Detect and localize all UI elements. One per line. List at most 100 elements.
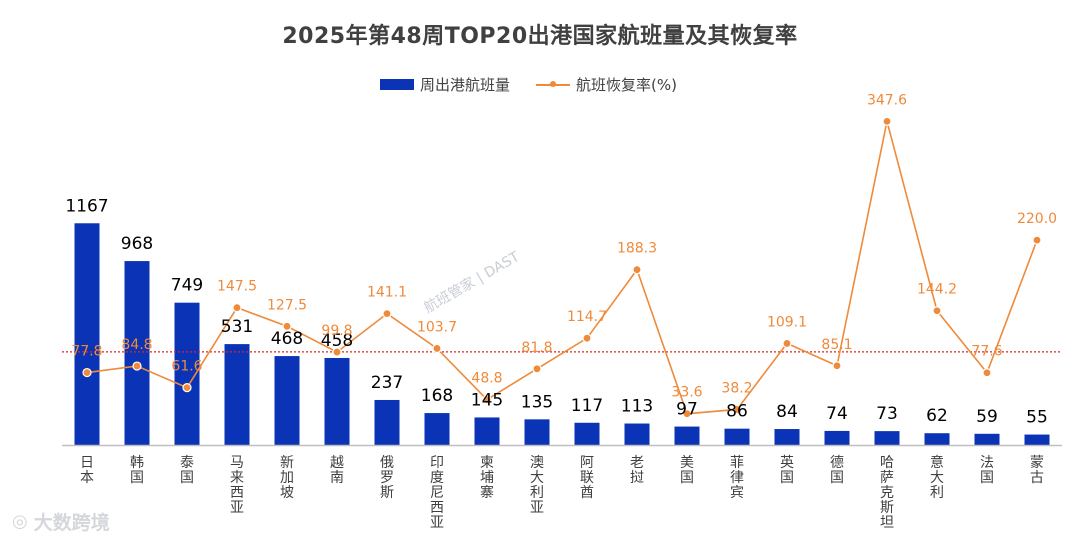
- bar-value-label-5: 468: [271, 329, 303, 349]
- rate-value-label-13: 33.6: [671, 385, 702, 401]
- bar-value-label-14: 86: [726, 402, 748, 422]
- rate-value-label-8: 103.7: [417, 319, 457, 335]
- rate-point-1: [82, 367, 92, 378]
- category-label-18: 意大利: [930, 454, 944, 501]
- rate-point-18: [932, 306, 942, 316]
- legend-item-bar: 周出港航班量: [380, 74, 510, 95]
- rate-value-label-2: 84.8: [121, 337, 152, 353]
- bar-6: [324, 357, 350, 445]
- chart-title: 2025年第48周TOP20出港国家航班量及其恢复率: [282, 24, 798, 49]
- bar-value-label-9: 145: [471, 390, 503, 410]
- rate-value-label-3: 61.6: [171, 359, 202, 375]
- bar-9: [474, 417, 500, 445]
- category-label-14: 菲律宾: [730, 455, 744, 501]
- category-label-9: 柬埔寨: [480, 455, 494, 501]
- category-label-8: 印度尼西亚: [430, 455, 444, 531]
- bar-value-label-20: 55: [1026, 408, 1048, 428]
- category-label-2: 韩国: [130, 455, 144, 486]
- brand-logo-icon: ◎: [12, 511, 28, 532]
- bar-10: [524, 419, 550, 445]
- bar-value-label-7: 237: [371, 373, 403, 393]
- category-label-15: 英国: [780, 454, 794, 486]
- bar-2: [124, 261, 150, 445]
- rate-point-15: [782, 338, 792, 349]
- rate-value-label-6: 99.8: [321, 323, 352, 339]
- bar-value-label-13: 97: [676, 400, 698, 420]
- category-label-20: 蒙古: [1030, 455, 1044, 486]
- bar-15: [774, 429, 800, 445]
- rate-value-label-14: 38.2: [721, 380, 752, 396]
- bar-17: [874, 431, 900, 445]
- bar-value-label-8: 168: [421, 386, 453, 406]
- rate-value-label-7: 141.1: [367, 285, 407, 301]
- legend: 周出港航班量 航班恢复率(%): [380, 73, 677, 95]
- bar-value-label-15: 84: [776, 402, 798, 422]
- bar-12: [624, 423, 650, 445]
- rate-value-label-5: 127.5: [267, 297, 307, 313]
- bar-value-label-6: 458: [321, 331, 353, 351]
- rate-point-3: [182, 383, 192, 393]
- rate-line: [86, 121, 1038, 415]
- legend-line-label: 航班恢复率(%): [576, 75, 677, 94]
- rate-value-label-18: 144.2: [917, 282, 957, 298]
- legend-bar-swatch: [380, 78, 414, 90]
- category-label-6: 越南: [330, 455, 344, 486]
- bar-value-label-17: 73: [876, 404, 898, 424]
- category-label-1: 日本: [80, 455, 94, 486]
- rate-point-4: [232, 303, 242, 313]
- category-label-13: 美国: [680, 455, 694, 486]
- bar-16: [824, 430, 850, 445]
- bar-13: [674, 426, 700, 445]
- bar-value-label-10: 135: [521, 392, 553, 412]
- watermark-logo: ◎ 大数跨境: [12, 508, 110, 535]
- category-label-5: 新加坡: [280, 455, 294, 501]
- bar-8: [424, 413, 450, 445]
- rate-point-2: [132, 361, 142, 371]
- category-label-12: 老挝: [630, 455, 644, 486]
- rate-value-label-17: 347.6: [867, 92, 907, 108]
- rate-point-8: [432, 343, 442, 354]
- category-label-17: 哈萨克斯坦: [880, 455, 894, 531]
- category-label-16: 德国: [830, 455, 844, 486]
- category-label-7: 俄罗斯: [380, 455, 394, 501]
- legend-item-line: 航班恢复率(%): [536, 74, 677, 95]
- legend-bar-label: 周出港航班量: [420, 75, 511, 94]
- rate-value-label-12: 188.3: [617, 241, 657, 257]
- rate-value-label-4: 147.5: [217, 279, 257, 295]
- rate-value-label-16: 85.1: [821, 337, 852, 353]
- rate-point-6: [332, 347, 342, 357]
- rate-point-10: [532, 364, 542, 374]
- rate-point-17: [882, 116, 892, 126]
- bar-20: [1024, 434, 1050, 445]
- category-label-3: 泰国: [180, 455, 194, 486]
- bar-value-label-19: 59: [976, 407, 998, 427]
- legend-line-swatch: [536, 79, 571, 90]
- bar-5: [274, 356, 300, 445]
- rate-point-14: [732, 404, 742, 415]
- bar-value-label-12: 113: [621, 397, 653, 417]
- bar-value-label-16: 74: [826, 404, 848, 424]
- bar-value-label-1: 1167: [65, 196, 108, 216]
- bar-value-label-3: 749: [171, 276, 203, 296]
- rate-value-label-15: 109.1: [767, 314, 807, 330]
- rate-point-12: [632, 265, 642, 275]
- bar-value-label-18: 62: [926, 406, 948, 426]
- rate-value-label-9: 48.8: [471, 371, 502, 387]
- rate-point-9: [482, 394, 492, 405]
- rate-point-20: [1032, 235, 1042, 245]
- bar-value-label-2: 968: [121, 234, 153, 254]
- bar-1: [74, 223, 100, 445]
- rate-value-label-10: 81.8: [521, 340, 552, 356]
- category-label-11: 阿联酋: [580, 455, 594, 501]
- bar-value-label-4: 531: [221, 317, 253, 337]
- bar-19: [974, 433, 1000, 445]
- rate-point-13: [682, 409, 692, 419]
- rate-value-label-1: 77.8: [71, 344, 102, 360]
- bar-4: [224, 344, 250, 445]
- rate-point-7: [382, 309, 392, 319]
- bar-11: [574, 422, 600, 445]
- category-label-10: 澳大利亚: [530, 455, 544, 516]
- rate-point-16: [832, 361, 842, 371]
- category-label-4: 马来西亚: [230, 455, 244, 516]
